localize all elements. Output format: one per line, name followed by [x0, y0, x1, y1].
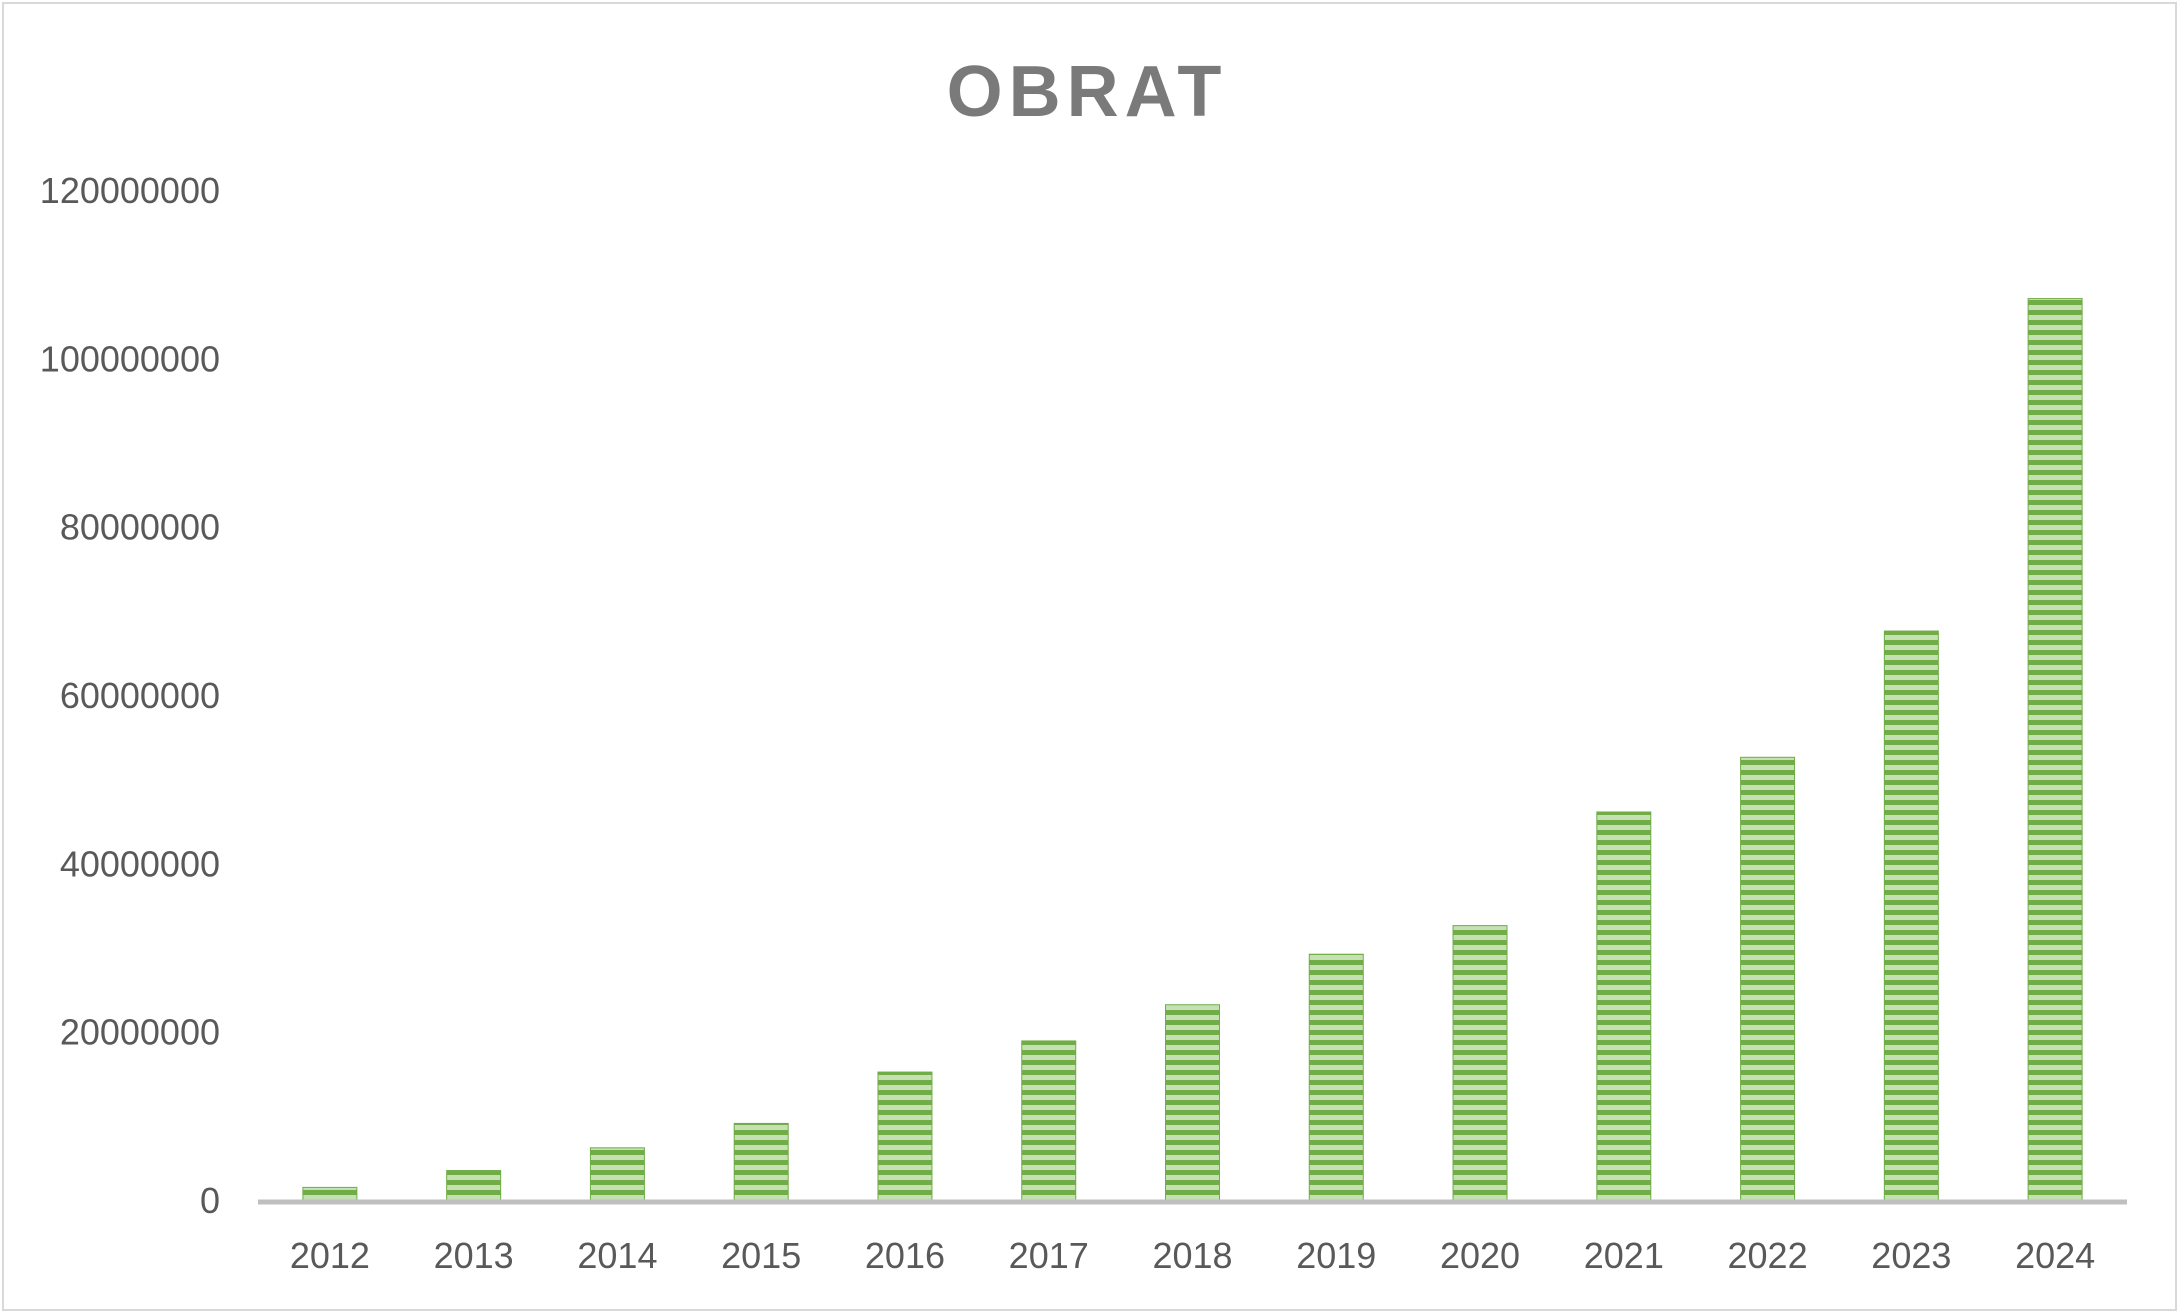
x-tick-label: 2015	[721, 1235, 801, 1276]
bar-2020	[1452, 925, 1508, 1201]
x-tick-label: 2017	[1009, 1235, 1089, 1276]
x-tick-label: 2014	[577, 1235, 657, 1276]
x-tick-label: 2021	[1584, 1235, 1664, 1276]
y-tick-label: 60000000	[60, 675, 220, 716]
bar-2023	[1883, 630, 1939, 1201]
bar-2018	[1165, 1004, 1220, 1201]
bars	[302, 298, 2083, 1201]
y-axis: 0 20000000 40000000 60000000 80000000 1000000…	[40, 170, 220, 1221]
x-axis: 2012 2013 2014 2015 2016 2017 2018 2019 2020 2021…	[290, 1235, 2095, 1276]
x-tick-label: 2022	[1728, 1235, 1808, 1276]
x-tick-label: 2019	[1296, 1235, 1376, 1276]
bar-2024	[2027, 298, 2083, 1201]
y-tick-label: 120000000	[40, 170, 220, 211]
bar-2012	[302, 1186, 358, 1201]
x-tick-label: 2020	[1440, 1235, 1520, 1276]
bar-2021	[1596, 811, 1652, 1201]
x-tick-label: 2023	[1871, 1235, 1951, 1276]
y-tick-label: 0	[200, 1180, 220, 1221]
bar-2015	[733, 1122, 789, 1201]
y-tick-label: 80000000	[60, 507, 220, 548]
bar-2017	[1021, 1040, 1077, 1201]
x-tick-label: 2018	[1152, 1235, 1232, 1276]
bar-2016	[877, 1071, 933, 1201]
bar-2014	[589, 1147, 645, 1201]
x-tick-label: 2012	[290, 1235, 370, 1276]
chart-title: OBRAT	[947, 52, 1228, 132]
bar-2019	[1308, 953, 1364, 1201]
bar-2022	[1740, 756, 1796, 1201]
bar-2013	[446, 1170, 502, 1201]
x-tick-label: 2024	[2015, 1235, 2095, 1276]
x-tick-label: 2016	[865, 1235, 945, 1276]
y-tick-label: 40000000	[60, 843, 220, 884]
y-tick-label: 20000000	[60, 1012, 220, 1053]
x-tick-label: 2013	[434, 1235, 514, 1276]
y-tick-label: 100000000	[40, 338, 220, 379]
